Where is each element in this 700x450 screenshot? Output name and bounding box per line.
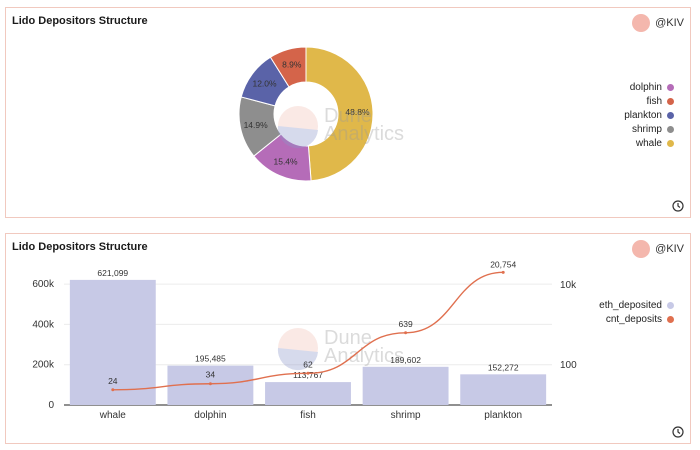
line-value-label: 34 (206, 370, 216, 380)
legend-swatch (667, 139, 674, 147)
legend-label: shrimp (631, 123, 662, 135)
avatar (632, 14, 651, 32)
y-right-tick-label: 100 (560, 360, 577, 371)
x-tick-label: dolphin (194, 410, 226, 421)
y-left-tick-label: 600k (32, 279, 55, 290)
y-left-tick-label: 400k (32, 319, 55, 330)
legend-item-cnt_deposits[interactable]: cnt_deposits (599, 312, 674, 326)
panel-title: Lido Depositors Structure (12, 241, 148, 253)
watermark-text: Analytics (324, 123, 404, 145)
line-value-label: 20,754 (490, 259, 516, 269)
author-name: @KIV (655, 243, 684, 255)
line-point[interactable] (501, 270, 505, 274)
x-tick-label: fish (300, 410, 316, 421)
author-badge[interactable]: @KIV (632, 14, 684, 32)
legend-item-eth_deposited[interactable]: eth_deposited (599, 298, 674, 312)
legend-item-fish[interactable]: fish (624, 94, 674, 108)
slice-label-dolphin: 15.4% (273, 156, 298, 166)
bar-chart-panel: Lido Depositors Structure @KIV 0 200k 400k… (5, 233, 691, 444)
slice-label-shrimp: 14.9% (244, 120, 269, 130)
y-right-tick-label: 10k (560, 280, 577, 291)
x-tick-label: shrimp (391, 410, 421, 421)
line-value-label: 62 (303, 359, 313, 369)
avatar (632, 240, 651, 258)
slice-label-fish: 8.9% (282, 59, 302, 69)
x-tick-label: whale (99, 410, 127, 421)
bar-shrimp[interactable] (362, 366, 449, 405)
legend-item-shrimp[interactable]: shrimp (624, 122, 674, 136)
donut-legend: dolphin fish plankton shrimp whale (624, 80, 674, 150)
legend-swatch (667, 301, 674, 309)
slice-label-whale: 48.8% (345, 107, 370, 117)
bar-value-label: 189,602 (390, 355, 421, 365)
line-point[interactable] (306, 371, 310, 375)
line-point[interactable] (404, 331, 408, 335)
line-cnt_deposits[interactable] (112, 271, 504, 391)
slice-label-plankton: 12.0% (252, 78, 277, 88)
y-left-tick-label: 200k (32, 360, 55, 371)
donut-slice-fish[interactable] (269, 46, 307, 88)
line-point[interactable] (208, 382, 212, 386)
donut-slice-whale[interactable] (305, 46, 374, 182)
legend-item-dolphin[interactable]: dolphin (624, 80, 674, 94)
legend-swatch (667, 83, 674, 91)
watermark-text: Analytics (324, 345, 404, 367)
watermark-text: Dune (324, 105, 372, 127)
legend-label: fish (646, 95, 662, 107)
legend-label: whale (635, 137, 662, 149)
legend-swatch (667, 111, 674, 119)
clock-icon[interactable] (672, 200, 684, 212)
watermark-text: Dune (324, 327, 372, 349)
legend-swatch (667, 315, 674, 323)
legend-swatch (667, 125, 674, 133)
line-value-label: 639 (399, 319, 413, 329)
bar-legend: eth_deposited cnt_deposits (599, 298, 674, 326)
bar-plankton[interactable] (460, 374, 547, 405)
bar-chart: 0 200k 400k 600k 100 10k 621,099 whale 195,485 do… (32, 259, 577, 421)
legend-item-plankton[interactable]: plankton (624, 108, 674, 122)
x-tick-label: plankton (484, 410, 522, 421)
bar-fish[interactable] (265, 382, 351, 405)
legend-item-whale[interactable]: whale (624, 136, 674, 150)
donut-chart-panel: Lido Depositors Structure @KIV 48.8% 15.4… (5, 7, 691, 218)
legend-swatch (667, 97, 674, 105)
bar-value-label: 621,099 (97, 268, 128, 278)
legend-label: cnt_deposits (605, 313, 662, 325)
clock-icon[interactable] (672, 426, 684, 438)
legend-label: plankton (624, 109, 662, 121)
y-left-tick-label: 0 (48, 400, 54, 411)
panel-title: Lido Depositors Structure (12, 15, 148, 27)
bar-value-label: 113,767 (293, 370, 323, 380)
line-point[interactable] (111, 388, 115, 392)
line-value-label: 24 (108, 376, 118, 386)
legend-label: eth_deposited (599, 299, 662, 311)
author-name: @KIV (655, 17, 684, 29)
bar-value-label: 195,485 (195, 354, 226, 364)
bar-value-label: 152,272 (488, 362, 519, 372)
legend-label: dolphin (629, 81, 662, 93)
bar-whale[interactable] (69, 279, 156, 405)
author-badge[interactable]: @KIV (632, 240, 684, 258)
